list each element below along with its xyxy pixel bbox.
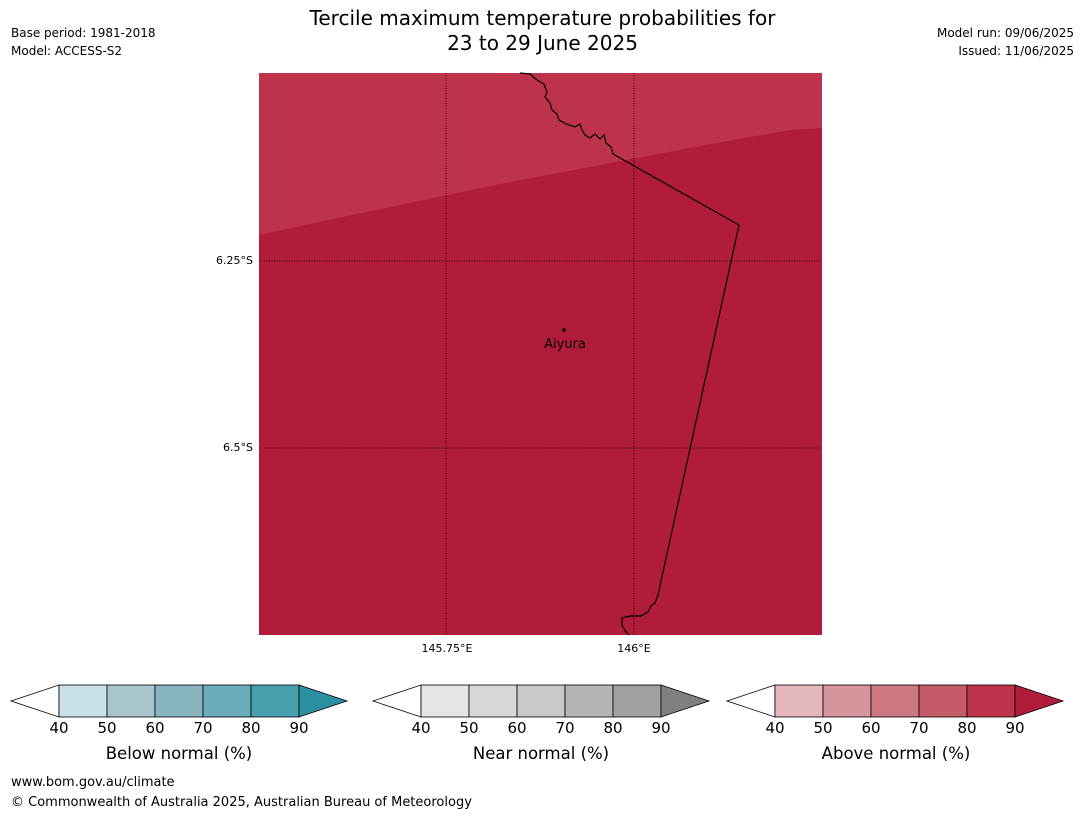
header-right-meta: Model run: 09/06/2025 Issued: 11/06/2025: [937, 24, 1074, 60]
model-run-text: Model run: 09/06/2025: [936, 26, 1074, 40]
cbar-above-tick-90: 90: [1005, 719, 1025, 737]
colorbar-bin-1: [774, 684, 824, 718]
cbar-near-tick-90: 90: [651, 719, 671, 737]
cbar-below-tick-80: 80: [241, 719, 261, 737]
cbar-above-tick-80: 80: [957, 719, 977, 737]
cbar-above-tick-70: 70: [909, 719, 929, 737]
province-border: [519, 72, 740, 636]
map-area: Aiyura 6.25°S 6.5°S 145.75°E 146°E: [216, 72, 822, 655]
cbar-near-tick-70: 70: [555, 719, 575, 737]
aiyura-dot: [562, 328, 566, 332]
colorbar-bin-5: [250, 684, 300, 718]
header-left-meta: Base period: 1981-2018 Model: ACCESS-S2: [11, 24, 156, 60]
cbar-below-tick-90: 90: [289, 719, 309, 737]
cbar-below-tick-50: 50: [97, 719, 117, 737]
colorbar-bin-4: [918, 684, 968, 718]
colorbar-bin-1: [58, 684, 108, 718]
model-text: Model: ACCESS-S2: [11, 44, 123, 58]
colorbar-below-svg: [10, 684, 349, 718]
colorbar-bin-4: [564, 684, 614, 718]
colorbar-below-label: Below normal (%): [105, 744, 253, 763]
cbar-above-tick-40: 40: [765, 719, 785, 737]
graticule: [259, 73, 822, 635]
footer-copyright: © Commonwealth of Australia 2025, Austra…: [11, 795, 472, 810]
cbar-below-tick-70: 70: [193, 719, 213, 737]
cbar-above-tick-50: 50: [813, 719, 833, 737]
colorbar-above-svg: [726, 684, 1065, 718]
colorbar-bin-5: [966, 684, 1016, 718]
title-line-1: Tercile maximum temperature probabilitie…: [309, 6, 776, 30]
colorbar-over-extension: [1014, 684, 1065, 718]
colorbar-bin-2: [468, 684, 518, 718]
map-canvas: [259, 72, 822, 636]
lon-tick-145-75: 145.75°E: [421, 642, 473, 655]
colorbar-bin-1: [420, 684, 470, 718]
cbar-near-tick-40: 40: [411, 719, 431, 737]
cbar-near-tick-50: 50: [459, 719, 479, 737]
colorbar-bin-2: [822, 684, 872, 718]
colorbar-below-normal: [10, 684, 350, 720]
colorbar-bin-3: [154, 684, 204, 718]
lon-tick-146: 146°E: [617, 642, 651, 655]
cbar-near-tick-60: 60: [507, 719, 527, 737]
colorbar-under-extension: [726, 684, 776, 718]
colorbar-near-normal: [372, 684, 712, 720]
colorbar-bin-3: [870, 684, 920, 718]
cbar-below-tick-40: 40: [49, 719, 69, 737]
colorbar-bin-5: [612, 684, 662, 718]
colorbar-bin-3: [516, 684, 566, 718]
base-period-text: Base period: 1981-2018: [11, 26, 156, 40]
colorbar-bin-2: [106, 684, 156, 718]
colorbar-near-label: Near normal (%): [472, 744, 610, 763]
colorbar-over-extension: [660, 684, 711, 718]
issued-text: Issued: 11/06/2025: [958, 44, 1074, 58]
colorbar-under-extension: [10, 684, 60, 718]
lat-tick-6-25: 6.25°S: [216, 254, 253, 267]
footer-url: www.bom.gov.au/climate: [11, 775, 175, 790]
colorbar-bin-4: [202, 684, 252, 718]
colorbar-near-svg: [372, 684, 711, 718]
title-line-2: 23 to 29 June 2025: [447, 31, 638, 55]
map-80-90-band: [259, 73, 822, 235]
aiyura-label: Aiyura: [544, 337, 586, 352]
colorbar-above-label: Above normal (%): [821, 744, 971, 763]
cbar-below-tick-60: 60: [145, 719, 165, 737]
colorbar-over-extension: [298, 684, 349, 718]
lat-tick-6-5: 6.5°S: [223, 441, 253, 454]
cbar-near-tick-80: 80: [603, 719, 623, 737]
map-title: Tercile maximum temperature probabilitie…: [0, 6, 1085, 56]
colorbar-above-normal: [726, 684, 1066, 720]
cbar-above-tick-60: 60: [861, 719, 881, 737]
colorbar-under-extension: [372, 684, 422, 718]
